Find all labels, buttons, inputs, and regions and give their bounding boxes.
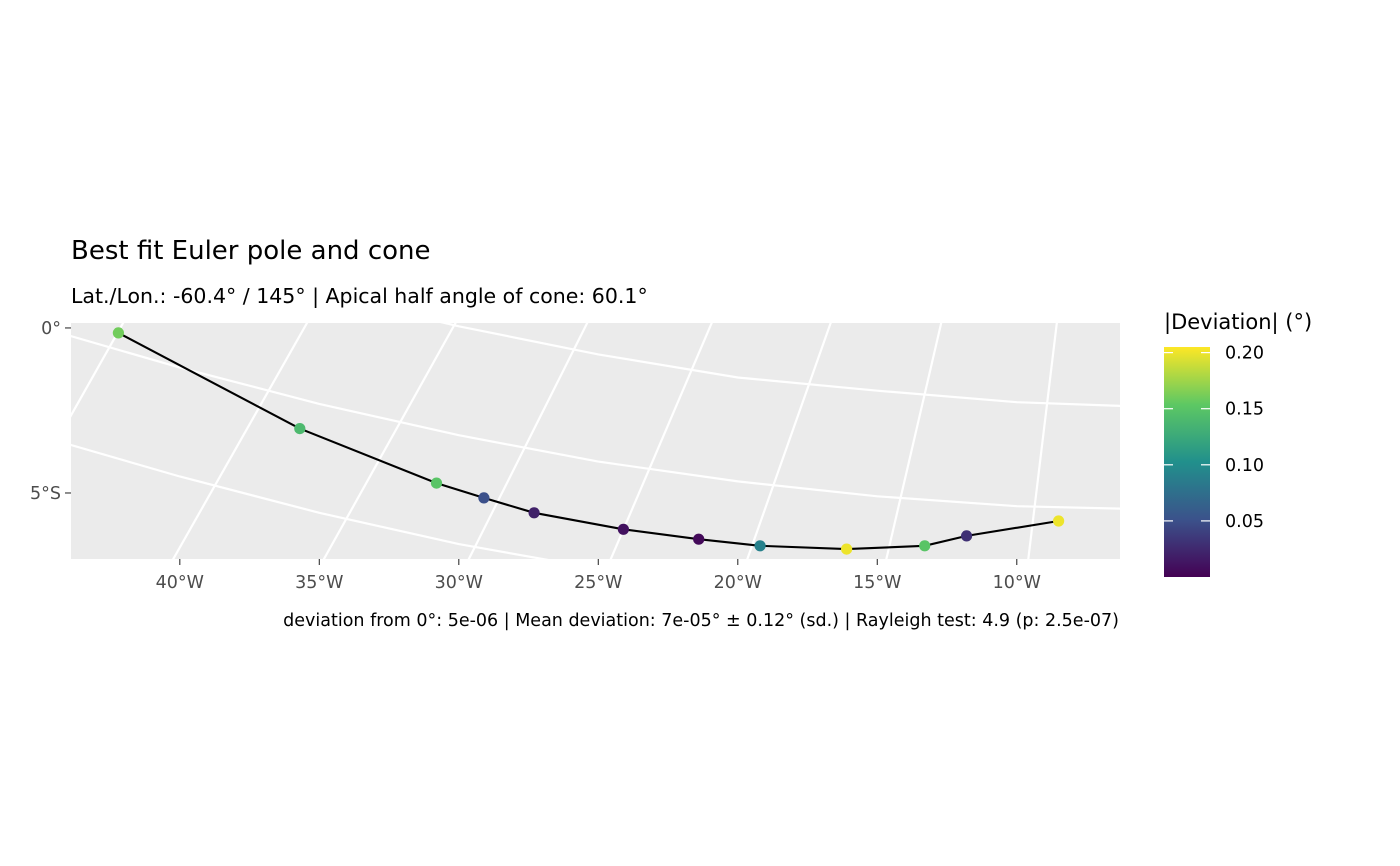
chart-subtitle: Lat./Lon.: -60.4° / 145° | Apical half a…: [71, 284, 648, 309]
track-line: [117, 331, 1059, 551]
x-tick-label: 40°W: [156, 573, 204, 593]
x-tick-label: 20°W: [714, 573, 762, 593]
meridian-7: [885, 323, 943, 559]
meridian-4: [467, 323, 589, 559]
cone-circle-1: [440, 323, 1120, 407]
data-point-5: [528, 507, 540, 519]
x-tick-label: 15°W: [853, 573, 901, 593]
y-tick-label: 0°: [41, 319, 61, 339]
x-tick-label: 25°W: [574, 573, 622, 593]
y-tick-label: 5°S: [30, 484, 61, 504]
legend-breaks: 0.20 0.15 0.10 0.05: [1164, 344, 1264, 532]
color-legend: |Deviation| (°) 0.20 0.15 0.10 0.05: [1164, 310, 1312, 577]
data-point-8: [754, 540, 766, 552]
legend-break-label: 0.05: [1225, 512, 1264, 532]
legend-break-label: 0.10: [1225, 456, 1264, 476]
legend-title: |Deviation| (°): [1164, 310, 1312, 335]
meridian-3: [322, 323, 457, 559]
data-point-10: [919, 540, 931, 552]
chart-title: Best fit Euler pole and cone: [71, 236, 431, 266]
meridian-1: [71, 323, 125, 418]
x-tick-label: 35°W: [295, 573, 343, 593]
legend-break-label: 0.20: [1225, 344, 1264, 364]
data-point-6: [617, 523, 630, 535]
data-point-1: [112, 327, 124, 339]
meridian-6: [746, 323, 832, 559]
chart-caption: deviation from 0°: 5e-06 | Mean deviatio…: [283, 611, 1119, 631]
cone-circle-3: [71, 443, 549, 559]
data-point-11: [961, 530, 973, 542]
data-point-4: [478, 492, 490, 504]
legend-break-label: 0.15: [1225, 400, 1264, 420]
x-axis: 40°W 35°W 30°W 25°W 20°W 15°W 10°W: [156, 559, 1041, 593]
legend-colorbar: [1164, 347, 1210, 577]
data-point-3: [430, 477, 443, 489]
x-tick-label: 10°W: [993, 573, 1041, 593]
meridian-5: [609, 323, 713, 559]
graticule: [71, 323, 1120, 559]
cone-circle-2: [71, 334, 1120, 510]
meridian-8: [1027, 323, 1058, 559]
plot-panel: [71, 323, 1120, 559]
meridian-2: [172, 323, 309, 559]
x-tick-label: 30°W: [435, 573, 483, 593]
track-line-group: [117, 331, 1059, 551]
data-point-2: [294, 423, 306, 435]
data-point-7: [693, 533, 705, 545]
y-axis: 0° 5°S: [30, 319, 71, 504]
data-point-9: [841, 543, 853, 555]
data-points: [112, 327, 1065, 555]
data-point-12: [1053, 515, 1065, 527]
